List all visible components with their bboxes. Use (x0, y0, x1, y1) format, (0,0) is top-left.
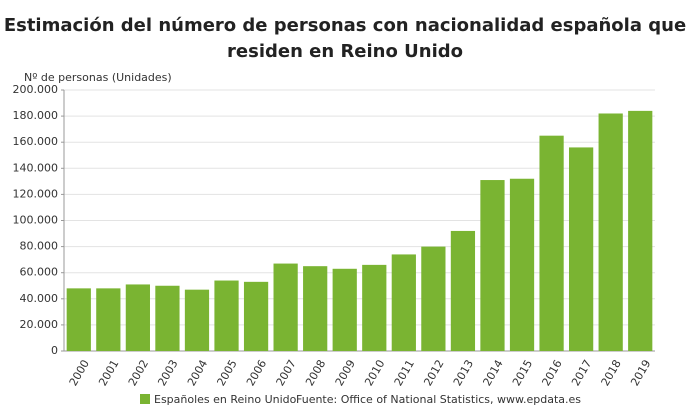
x-tick-label: 2017 (569, 358, 594, 389)
x-tick-label: 2012 (421, 358, 446, 389)
bar (303, 266, 328, 351)
y-tick-label: 180.000 (13, 109, 59, 122)
bar (450, 230, 476, 351)
x-tick-label: 2008 (303, 358, 328, 389)
bar (598, 113, 623, 352)
bar (273, 263, 298, 351)
bar (391, 254, 416, 351)
bar (569, 147, 594, 351)
bar (243, 281, 269, 351)
legend-swatch (140, 394, 150, 404)
x-tick-label: 2000 (67, 358, 92, 389)
x-tick-label: 2015 (510, 358, 535, 389)
bar (628, 110, 653, 351)
bar (539, 135, 564, 351)
x-tick-label: 2013 (451, 358, 476, 389)
x-tick-label: 2010 (362, 358, 387, 389)
x-tick-label: 2006 (244, 358, 269, 389)
bar (184, 289, 210, 351)
legend-label: Españoles en Reino Unido (154, 393, 297, 406)
bar (155, 285, 180, 351)
x-tick-label: 2011 (392, 358, 417, 389)
y-tick-label: 160.000 (13, 135, 59, 148)
x-tick-label: 2002 (126, 358, 151, 389)
x-tick-label: 2001 (96, 358, 121, 389)
chart-title: residen en Reino Unido (227, 41, 463, 62)
bar (480, 180, 505, 351)
x-tick-label: 2004 (185, 358, 210, 389)
y-tick-label: 140.000 (13, 161, 59, 174)
bar (125, 284, 150, 351)
bar (214, 280, 239, 351)
y-tick-label: 120.000 (13, 187, 59, 200)
x-tick-label: 2003 (155, 358, 180, 389)
y-tick-label: 40.000 (20, 292, 59, 305)
y-tick-label: 0 (51, 344, 58, 357)
x-tick-label: 2009 (333, 358, 358, 389)
y-tick-label: 20.000 (20, 318, 59, 331)
bar (362, 264, 387, 351)
y-axis-label: Nº de personas (Unidades) (24, 71, 172, 84)
bar (332, 268, 357, 351)
y-tick-label: 60.000 (20, 266, 59, 279)
chart-title: Estimación del número de personas con na… (4, 15, 686, 36)
source: Fuente: Office of National Statistics, w… (296, 393, 581, 406)
x-tick-label: 2014 (480, 357, 505, 388)
x-tick-label: 2019 (628, 358, 653, 389)
y-tick-label: 80.000 (20, 240, 59, 253)
bar (421, 246, 446, 351)
bar (96, 288, 121, 351)
bar (66, 288, 91, 351)
x-tick-label: 2016 (540, 358, 565, 389)
x-tick-label: 2018 (599, 358, 624, 389)
x-tick-label: 2005 (214, 358, 239, 389)
x-tick-label: 2007 (274, 358, 299, 389)
y-tick-label: 100.000 (13, 214, 59, 227)
bar (509, 178, 535, 351)
y-tick-label: 200.000 (13, 83, 59, 96)
